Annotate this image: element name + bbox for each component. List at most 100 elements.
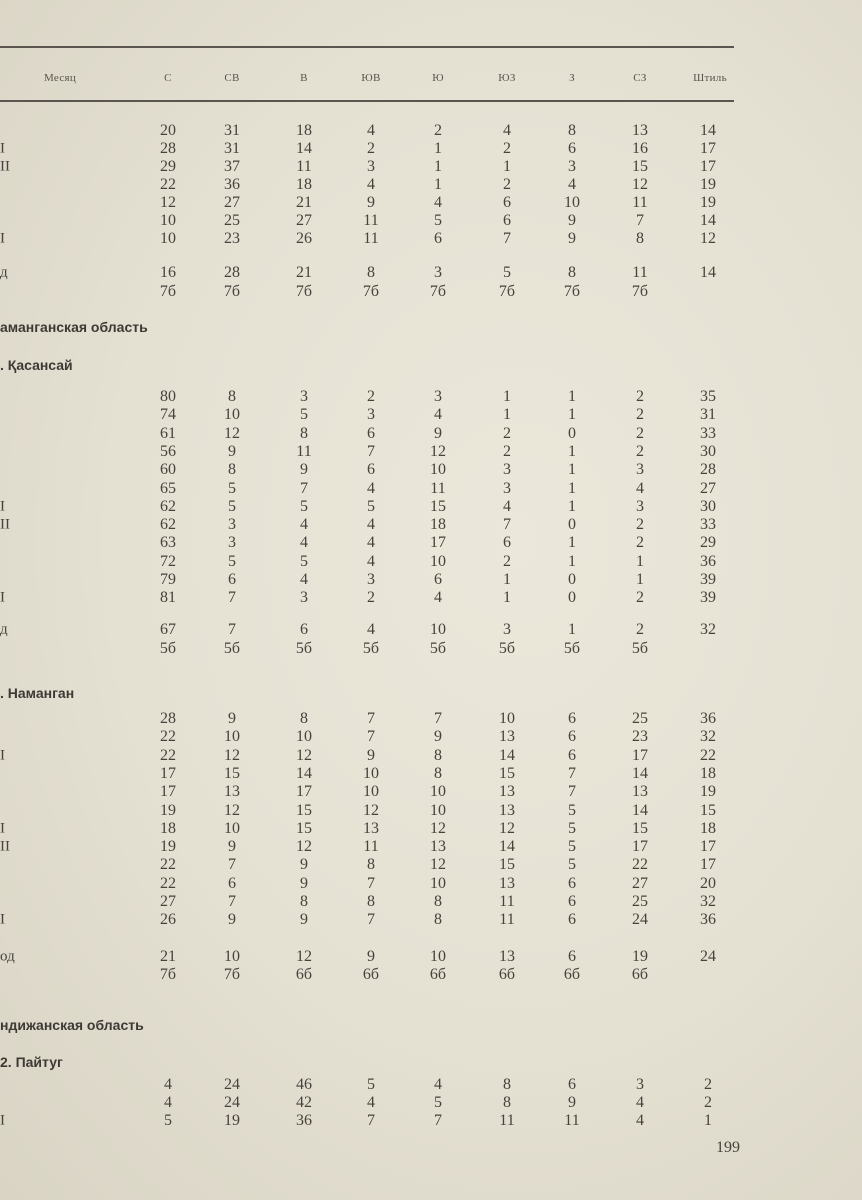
year-cell: 8 xyxy=(367,264,375,281)
table-cell: 20 xyxy=(160,122,176,139)
table-cell: 6 xyxy=(228,874,236,892)
table-cell: 7 xyxy=(228,856,236,874)
station-heading: 2. Пайтуг xyxy=(0,1054,63,1070)
table-cell: 1 xyxy=(636,571,644,588)
table-cell: 9 xyxy=(228,838,236,856)
table-cell: 8 xyxy=(503,1094,511,1111)
table-cell: 56 xyxy=(160,442,176,460)
year-label: од xyxy=(0,948,15,965)
table-cell: 10 xyxy=(224,406,240,424)
table-cell: 4 xyxy=(434,1076,442,1093)
table-cell: 1 xyxy=(568,406,576,424)
table-cell: 9 xyxy=(367,194,375,211)
table-cell: 13 xyxy=(499,783,515,801)
table-cell: 12 xyxy=(224,746,240,764)
table-cell: 3 xyxy=(636,497,644,515)
table-cell: 7 xyxy=(367,728,375,746)
year-cell: 5 xyxy=(503,264,511,281)
table-cell: 4 xyxy=(636,1112,644,1129)
table-cell: 10 xyxy=(430,552,446,570)
table-cell: 8 xyxy=(367,856,375,874)
year-cell: 8 xyxy=(568,264,576,281)
table-cell: 17 xyxy=(430,534,446,552)
month-label: I xyxy=(0,1112,5,1129)
table-cell: 2 xyxy=(636,442,644,460)
table-cell: 5 xyxy=(434,212,442,229)
table-cell: 17 xyxy=(160,783,176,801)
table-cell: 11 xyxy=(363,212,379,229)
table-cell: 1 xyxy=(568,388,576,405)
column-header: Ю xyxy=(432,72,444,84)
table-cell: 4 xyxy=(367,516,375,534)
column-header: СВ xyxy=(224,72,240,84)
month-label: I xyxy=(0,589,5,606)
table-cell: 4 xyxy=(434,194,442,211)
year-cell: 3 xyxy=(434,264,442,281)
table-cell: 4 xyxy=(367,1094,375,1111)
table-cell: 4 xyxy=(367,534,375,552)
observation-count-cell: 5б xyxy=(498,640,516,657)
table-cell: 15 xyxy=(430,497,446,515)
table-cell: 26 xyxy=(160,911,176,929)
table-cell: 18 xyxy=(430,516,446,534)
observation-count-cell: 6б xyxy=(498,966,516,983)
table-cell: 24 xyxy=(224,1076,240,1093)
table-cell: 46 xyxy=(296,1076,312,1093)
year-cell: 7 xyxy=(228,621,236,638)
column-header: З xyxy=(569,72,575,84)
table-cell: 62 xyxy=(160,497,176,515)
table-cell: 3 xyxy=(503,461,511,479)
table-cell: 0 xyxy=(568,589,576,607)
table-cell: 1 xyxy=(568,442,576,460)
observation-count-cell: 7б xyxy=(362,283,380,300)
table-cell: 13 xyxy=(632,122,648,139)
table-cell: 2 xyxy=(367,140,375,157)
table-cell: 3 xyxy=(636,461,644,479)
table-cell: 31 xyxy=(700,406,716,424)
table-cell: 9 xyxy=(300,856,308,874)
table-cell: 23 xyxy=(224,230,240,247)
month-label: I xyxy=(0,820,5,837)
table-cell: 3 xyxy=(636,1076,644,1093)
table-cell: 2 xyxy=(367,388,375,405)
table-cell: 1 xyxy=(503,158,511,175)
table-cell: 17 xyxy=(700,140,716,157)
table-cell: 15 xyxy=(296,819,312,837)
table-cell: 27 xyxy=(296,212,312,229)
table-cell: 4 xyxy=(367,552,375,570)
table-cell: 9 xyxy=(300,874,308,892)
table-cell: 4 xyxy=(164,1076,172,1093)
table-cell: 9 xyxy=(228,911,236,929)
table-cell: 12 xyxy=(430,856,446,874)
table-cell: 31 xyxy=(224,122,240,139)
table-cell: 3 xyxy=(367,406,375,424)
year-label: д xyxy=(0,264,8,281)
table-cell: 6 xyxy=(568,911,576,929)
table-cell: 2 xyxy=(503,424,511,442)
table-cell: 13 xyxy=(224,783,240,801)
column-header: СЗ xyxy=(633,72,647,84)
table-cell: 11 xyxy=(296,158,312,175)
table-cell: 8 xyxy=(228,461,236,479)
table-cell: 10 xyxy=(430,801,446,819)
table-cell: 5 xyxy=(228,479,236,497)
year-label: д xyxy=(0,621,8,638)
table-cell: 5 xyxy=(568,856,576,874)
table-cell: 8 xyxy=(228,388,236,405)
table-cell: 6 xyxy=(568,728,576,746)
year-cell: 21 xyxy=(296,264,312,281)
table-cell: 8 xyxy=(434,746,442,764)
table-cell: 1 xyxy=(503,589,511,607)
table-cell: 8 xyxy=(300,710,308,727)
table-cell: 15 xyxy=(632,158,648,175)
table-cell: 1 xyxy=(704,1112,712,1129)
table-cell: 3 xyxy=(300,589,308,607)
table-cell: 5 xyxy=(228,497,236,515)
table-cell: 14 xyxy=(700,212,716,229)
column-header: ЮВ xyxy=(361,72,381,84)
table-cell: 6 xyxy=(568,140,576,157)
table-cell: 4 xyxy=(300,571,308,588)
table-cell: 29 xyxy=(700,534,716,552)
table-cell: 17 xyxy=(700,856,716,874)
table-cell: 9 xyxy=(300,461,308,479)
